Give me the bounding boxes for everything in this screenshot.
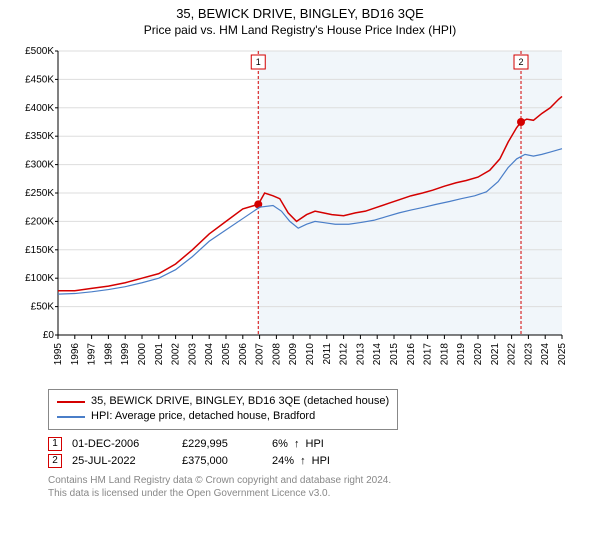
legend-swatch: [57, 401, 85, 403]
x-tick-label: 2018: [439, 343, 450, 366]
x-tick-label: 2010: [305, 343, 316, 366]
y-tick-label: £250K: [25, 188, 54, 199]
x-tick-label: 2017: [423, 343, 434, 366]
arrow-up-icon: [291, 438, 303, 450]
sales-list: 1 01-DEC-2006 £229,995 6% HPI 2 25-JUL-2022 £3…: [12, 437, 588, 468]
y-tick-label: £400K: [25, 103, 54, 114]
legend-item: HPI: Average price, detached house, Brad…: [57, 409, 389, 424]
x-tick-label: 2002: [171, 343, 182, 366]
sale-date: 25-JUL-2022: [72, 455, 172, 467]
sale-row: 1 01-DEC-2006 £229,995 6% HPI: [48, 437, 588, 451]
x-tick-label: 2014: [372, 343, 383, 366]
x-tick-label: 2020: [473, 343, 484, 366]
x-tick-label: 2004: [204, 343, 215, 366]
x-tick-label: 1995: [53, 343, 64, 366]
chart-title: 35, BEWICK DRIVE, BINGLEY, BD16 3QE: [12, 6, 588, 21]
x-tick-label: 1999: [120, 343, 131, 366]
chart-area: £0 £50K £100K £150K £200K £250K £300K £350K £400…: [12, 43, 588, 383]
sale-marker-number: 1: [256, 57, 261, 67]
sale-index-box: 1: [48, 437, 62, 451]
x-tick-label: 2022: [507, 343, 518, 366]
sale-date: 01-DEC-2006: [72, 438, 172, 450]
legend-label: HPI: Average price, detached house, Brad…: [91, 409, 315, 424]
x-tick-label: 2025: [557, 343, 568, 366]
x-tick-label: 2021: [490, 343, 501, 366]
sale-delta: 6% HPI: [272, 438, 352, 450]
arrow-up-icon: [297, 455, 309, 467]
footer-line-2: This data is licensed under the Open Gov…: [48, 487, 588, 500]
footer-line-1: Contains HM Land Registry data © Crown c…: [48, 474, 588, 487]
x-tick-label: 1996: [70, 343, 81, 366]
x-tick-label: 2016: [406, 343, 417, 366]
x-tick-label: 1998: [103, 343, 114, 366]
y-tick-label: £100K: [25, 273, 54, 284]
sale-row: 2 25-JUL-2022 £375,000 24% HPI: [48, 454, 588, 468]
y-tick-label: £300K: [25, 160, 54, 171]
sale-delta: 24% HPI: [272, 455, 352, 467]
x-tick-label: 2000: [137, 343, 148, 366]
x-tick-label: 2005: [221, 343, 232, 366]
x-tick-label: 2012: [339, 343, 350, 366]
y-tick-label: £0: [43, 330, 55, 341]
x-tick-label: 2009: [288, 343, 299, 366]
x-tick-label: 2013: [355, 343, 366, 366]
x-tick-label: 2006: [238, 343, 249, 366]
y-tick-label: £450K: [25, 74, 54, 85]
x-tick-label: 2011: [322, 343, 333, 365]
y-tick-label: £150K: [25, 245, 54, 256]
y-tick-label: £500K: [25, 46, 54, 57]
legend-item: 35, BEWICK DRIVE, BINGLEY, BD16 3QE (det…: [57, 394, 389, 409]
y-tick-label: £50K: [31, 302, 55, 313]
x-tick-label: 2003: [187, 343, 198, 366]
sale-index-box: 2: [48, 454, 62, 468]
x-tick-label: 2023: [523, 343, 534, 366]
y-tick-label: £200K: [25, 216, 54, 227]
sale-marker-number: 2: [519, 57, 524, 67]
x-tick-label: 1997: [87, 343, 98, 366]
x-tick-label: 2007: [255, 343, 266, 366]
x-tick-label: 2019: [456, 343, 467, 366]
chart-subtitle: Price paid vs. HM Land Registry's House …: [12, 23, 588, 37]
legend-swatch: [57, 416, 85, 418]
legend-label: 35, BEWICK DRIVE, BINGLEY, BD16 3QE (det…: [91, 394, 389, 409]
x-tick-label: 2001: [154, 343, 165, 366]
line-chart: £0 £50K £100K £150K £200K £250K £300K £350K £400…: [12, 43, 572, 383]
sale-price: £375,000: [182, 455, 262, 467]
x-tick-label: 2024: [540, 343, 551, 366]
legend: 35, BEWICK DRIVE, BINGLEY, BD16 3QE (det…: [48, 389, 398, 430]
y-tick-label: £350K: [25, 131, 54, 142]
sale-price: £229,995: [182, 438, 262, 450]
x-tick-label: 2015: [389, 343, 400, 366]
x-tick-label: 2008: [271, 343, 282, 366]
footer-attribution: Contains HM Land Registry data © Crown c…: [48, 474, 588, 500]
